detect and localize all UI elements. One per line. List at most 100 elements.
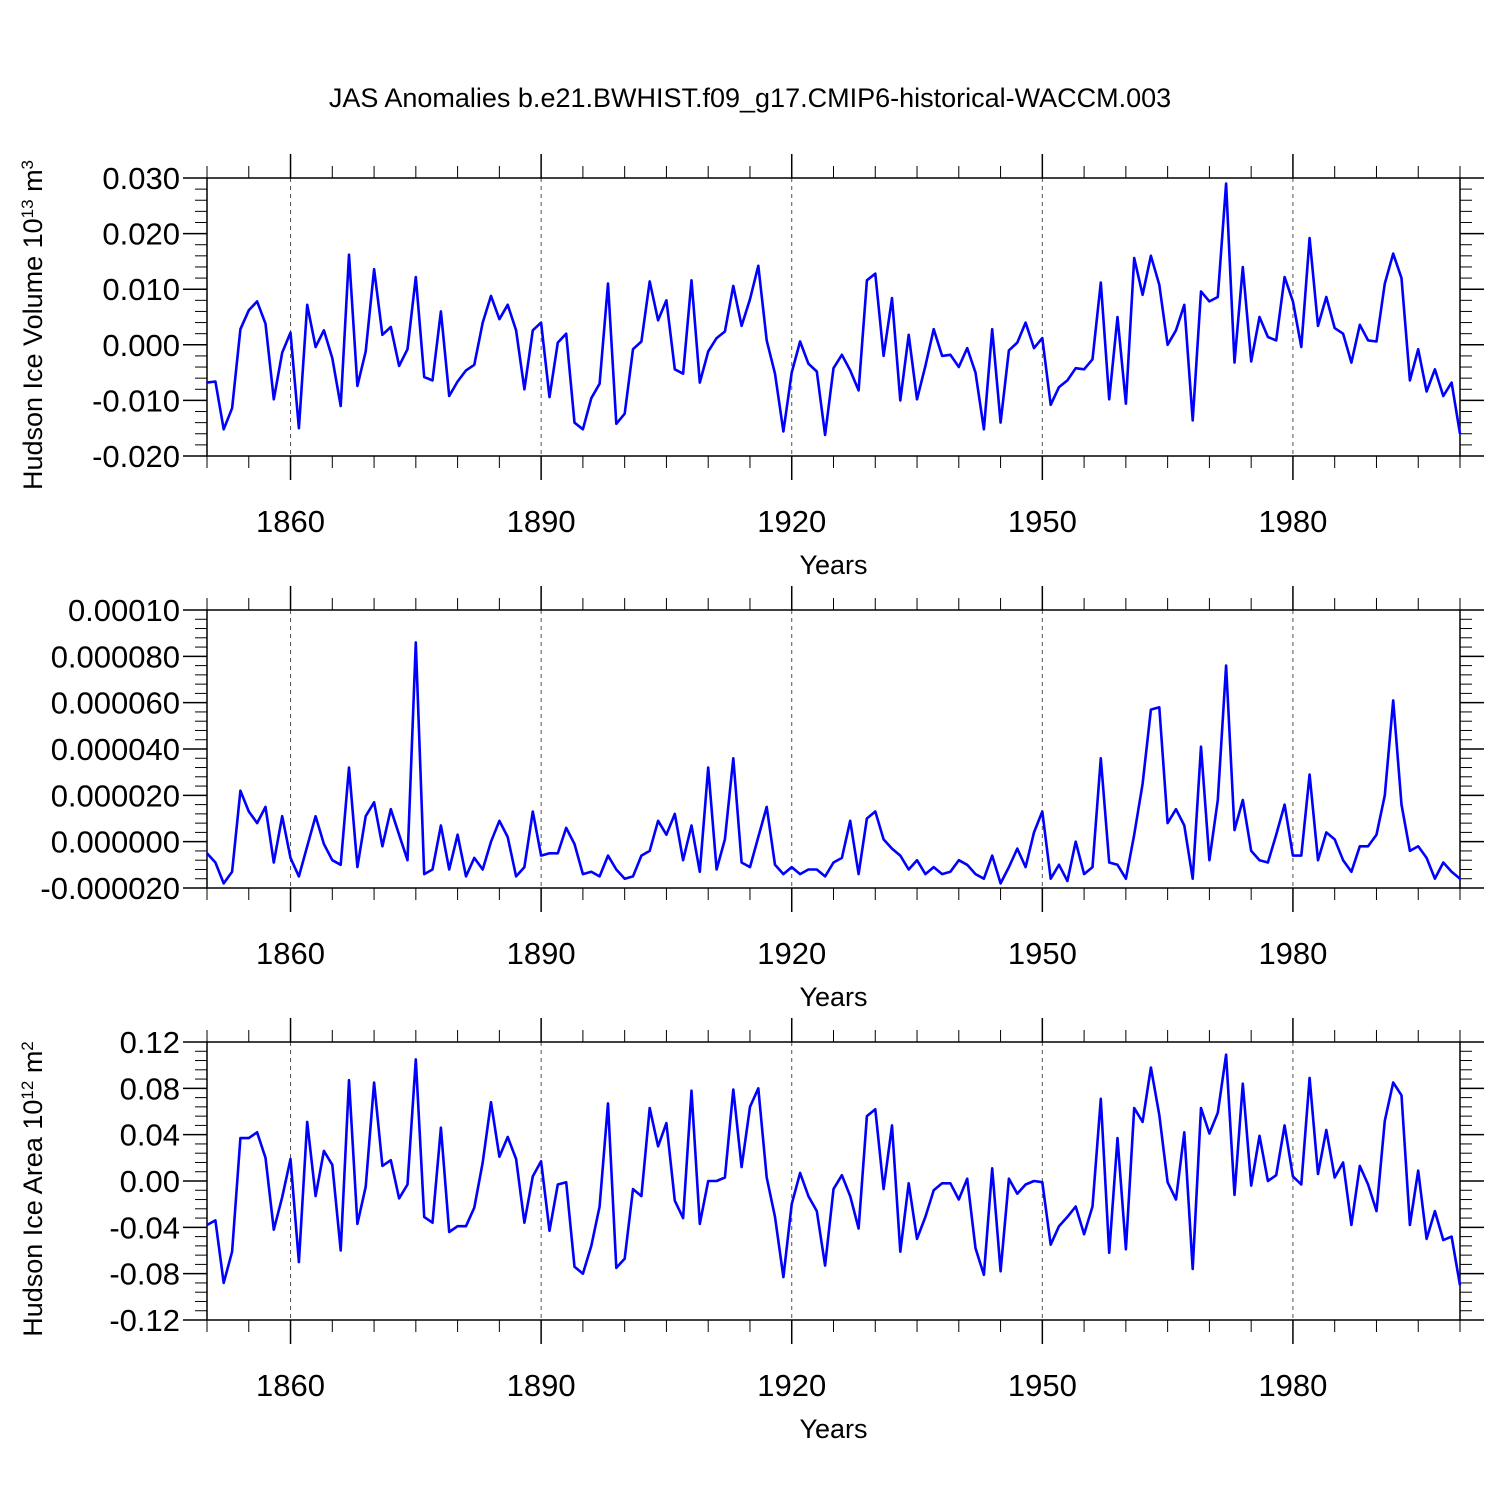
data-point bbox=[974, 873, 977, 875]
x-tick-label: 1980 bbox=[1258, 504, 1327, 539]
data-point bbox=[348, 766, 350, 769]
data-point bbox=[256, 822, 258, 824]
data-point bbox=[498, 318, 501, 321]
data-point bbox=[1058, 1225, 1060, 1227]
data-point bbox=[1216, 799, 1219, 801]
data-point bbox=[306, 845, 309, 848]
data-point bbox=[406, 859, 409, 861]
data-point bbox=[557, 341, 559, 344]
data-point bbox=[440, 310, 442, 313]
data-point bbox=[916, 859, 918, 861]
data-point bbox=[607, 282, 609, 285]
data-point bbox=[1417, 348, 1420, 351]
data-point bbox=[1267, 861, 1269, 864]
data-point bbox=[1358, 845, 1361, 848]
data-point bbox=[506, 836, 509, 838]
data-point bbox=[749, 866, 751, 868]
data-point bbox=[231, 870, 233, 873]
data-point bbox=[983, 877, 985, 880]
y-tick-label: 0.010 bbox=[102, 272, 180, 307]
y-tick-label: 0.000040 bbox=[51, 732, 180, 767]
data-point bbox=[273, 861, 275, 864]
data-point bbox=[1191, 419, 1194, 422]
data-point bbox=[1384, 794, 1386, 797]
x-tick-label: 1890 bbox=[507, 936, 576, 971]
data-point bbox=[1158, 1114, 1161, 1116]
data-point bbox=[323, 843, 325, 845]
data-point bbox=[749, 298, 751, 301]
data-point bbox=[782, 430, 785, 433]
data-point bbox=[699, 381, 701, 384]
data-point bbox=[264, 322, 267, 325]
data-point bbox=[364, 350, 367, 353]
data-point bbox=[1100, 757, 1102, 760]
data-point bbox=[1150, 255, 1152, 257]
data-point bbox=[757, 1087, 760, 1090]
data-point bbox=[1434, 877, 1436, 880]
y-axis-label-unit-exponent: 2 bbox=[18, 1041, 37, 1050]
data-point bbox=[924, 365, 927, 367]
y-tick-label: -0.000020 bbox=[40, 871, 180, 906]
data-point bbox=[1292, 854, 1294, 857]
data-point bbox=[1417, 845, 1420, 848]
data-point bbox=[715, 868, 718, 871]
data-point bbox=[273, 1228, 275, 1231]
data-point bbox=[740, 1166, 743, 1168]
x-tick-label: 1920 bbox=[757, 504, 826, 539]
data-point bbox=[1317, 325, 1319, 327]
data-point bbox=[381, 1165, 384, 1167]
data-point bbox=[1400, 277, 1403, 279]
data-point bbox=[214, 861, 217, 864]
data-point bbox=[306, 303, 309, 306]
data-point bbox=[1175, 329, 1177, 332]
data-point bbox=[314, 815, 317, 817]
data-point bbox=[565, 332, 567, 335]
data-point bbox=[941, 355, 943, 357]
data-point bbox=[615, 868, 618, 871]
y-axis-label-unit: m bbox=[18, 1051, 48, 1081]
data-point bbox=[857, 1227, 860, 1230]
data-point bbox=[398, 833, 400, 836]
y-tick-label: 0.04 bbox=[120, 1118, 180, 1153]
data-point bbox=[1367, 845, 1369, 848]
data-point bbox=[665, 299, 668, 302]
data-point bbox=[1049, 877, 1052, 880]
data-point bbox=[206, 1224, 208, 1226]
data-point bbox=[540, 854, 542, 857]
data-point bbox=[916, 398, 918, 401]
data-point bbox=[448, 395, 451, 397]
data-point bbox=[247, 1137, 250, 1139]
data-point bbox=[1091, 358, 1094, 361]
x-tick-label: 1860 bbox=[256, 504, 325, 539]
data-point bbox=[448, 868, 451, 871]
data-point bbox=[899, 1250, 902, 1253]
data-point bbox=[523, 388, 526, 391]
y-tick-label: -0.08 bbox=[109, 1257, 180, 1292]
data-point bbox=[1191, 1268, 1194, 1270]
data-point bbox=[740, 325, 743, 327]
data-point bbox=[1058, 386, 1060, 388]
data-point bbox=[1116, 864, 1119, 866]
data-point bbox=[498, 820, 501, 822]
data-point bbox=[916, 1238, 918, 1240]
panel-ice-area: 1860 1890 1920 1950 1980 -0.12 -0.08 -0.04 0.00 0… bbox=[18, 1018, 1484, 1444]
data-point bbox=[1317, 859, 1319, 861]
y-axis-label-unit-exponent: 3 bbox=[18, 160, 37, 169]
x-tick-label: 1890 bbox=[507, 504, 576, 539]
data-point bbox=[590, 870, 593, 873]
data-point bbox=[440, 824, 442, 827]
data-point bbox=[1450, 1235, 1453, 1238]
y-tick-label: 0.00010 bbox=[68, 593, 180, 628]
data-point bbox=[281, 815, 283, 817]
x-tick-label: 1950 bbox=[1008, 1368, 1077, 1403]
data-point bbox=[1392, 1081, 1394, 1084]
data-point bbox=[774, 864, 776, 866]
data-point bbox=[1166, 344, 1169, 346]
data-point bbox=[958, 859, 960, 861]
data-point bbox=[665, 833, 668, 836]
data-point bbox=[1342, 1161, 1344, 1164]
data-point bbox=[983, 1274, 985, 1276]
data-point bbox=[531, 329, 534, 332]
data-point bbox=[1367, 1183, 1369, 1186]
